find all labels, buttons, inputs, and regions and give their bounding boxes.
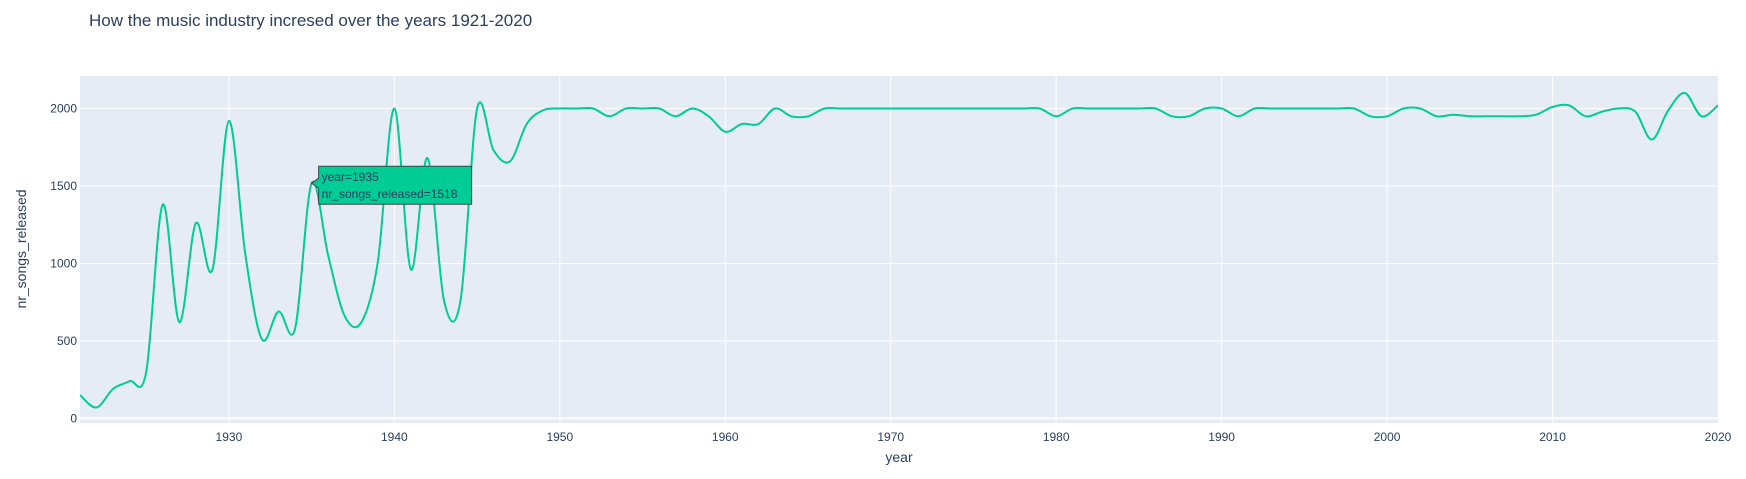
plot-area[interactable] <box>80 76 1718 423</box>
x-tick-label: 2020 <box>1705 430 1732 444</box>
hover-tooltip <box>310 165 473 205</box>
x-tick-label: 1940 <box>381 430 408 444</box>
y-tick-label: 500 <box>57 334 77 348</box>
y-tick-label: 1500 <box>50 179 77 193</box>
x-axis-title: year <box>885 449 913 465</box>
axis-ticks: 1930 1940 1950 1960 1970 1980 1990 2000 2010 2020… <box>50 102 1731 444</box>
x-tick-label: 1980 <box>1043 430 1070 444</box>
y-tick-label: 0 <box>70 411 77 425</box>
hover-layer: year=1935 nr_songs_released=1518 <box>310 165 473 205</box>
chart-title: How the music industry incresed over the… <box>89 11 532 30</box>
x-tick-label: 2010 <box>1539 430 1566 444</box>
x-tick-label: 1950 <box>546 430 573 444</box>
hover-value-label: nr_songs_released=1518 <box>322 187 458 201</box>
x-tick-label: 1990 <box>1208 430 1235 444</box>
y-tick-label: 2000 <box>50 102 77 116</box>
x-tick-label: 2000 <box>1374 430 1401 444</box>
x-tick-label: 1960 <box>712 430 739 444</box>
y-axis-title: nr_songs_released <box>13 189 29 308</box>
hover-year-label: year=1935 <box>322 170 379 184</box>
y-tick-label: 1000 <box>50 256 77 270</box>
x-tick-label: 1930 <box>216 430 243 444</box>
x-tick-label: 1970 <box>877 430 904 444</box>
